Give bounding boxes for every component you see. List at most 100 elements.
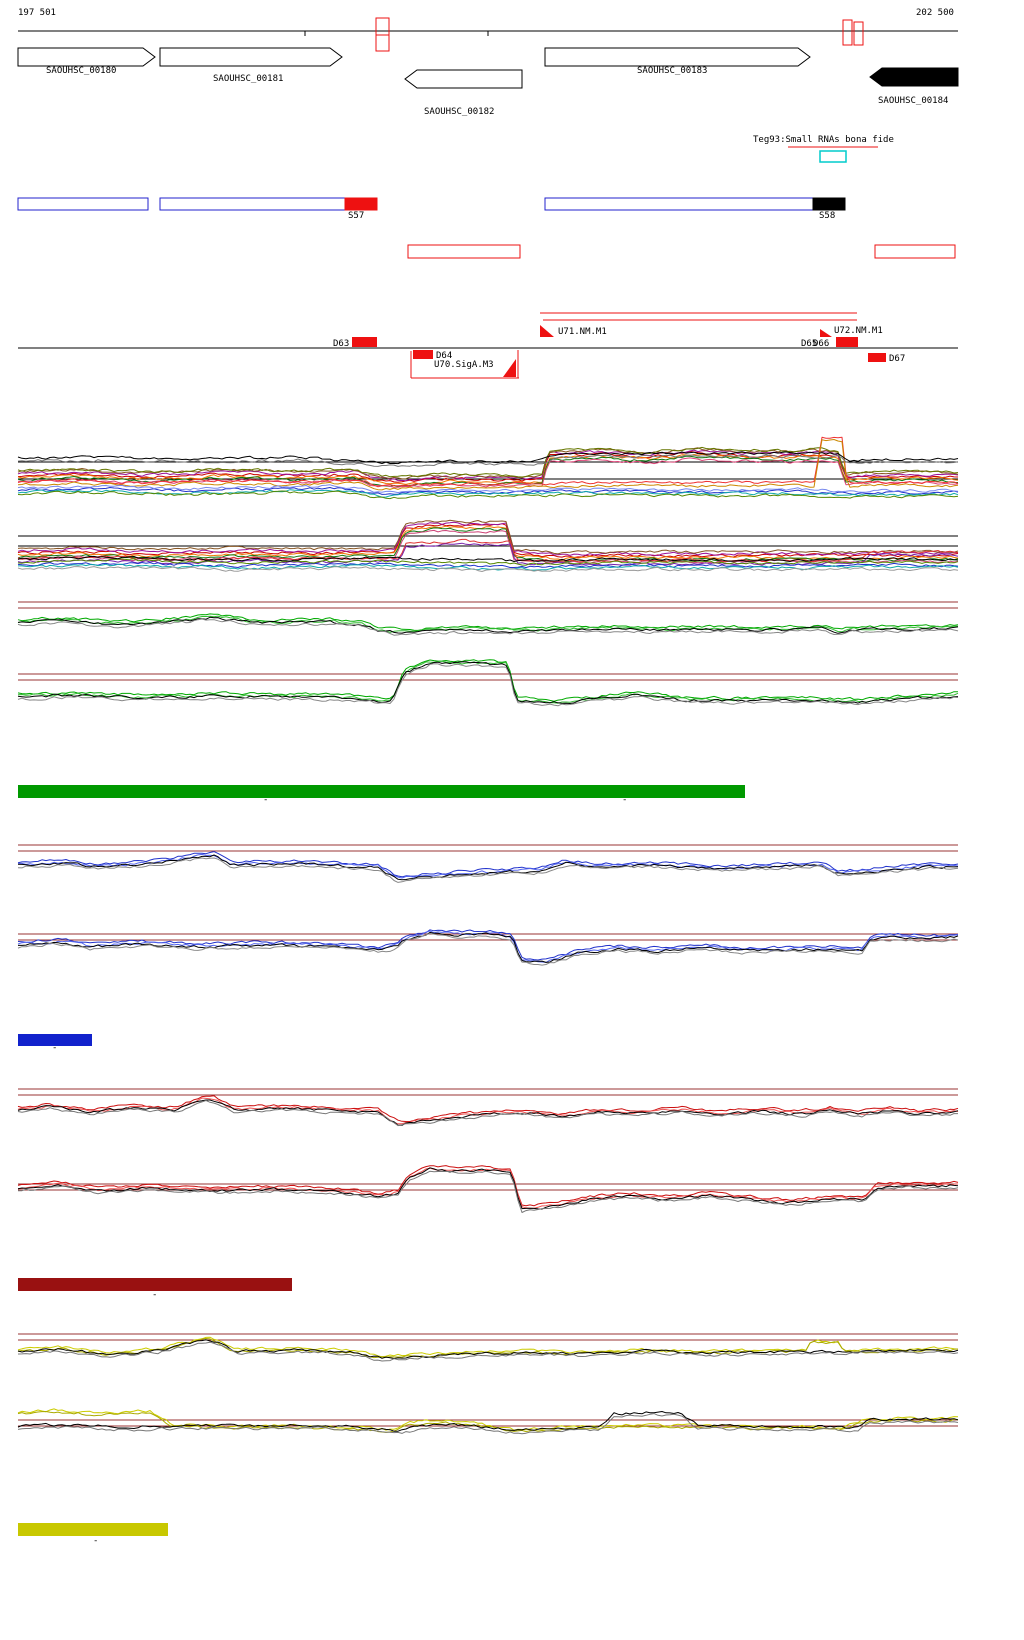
- coverage-line: [17, 1339, 959, 1359]
- predicted-feature-box[interactable]: [874, 244, 956, 259]
- bar-tick-2: -: [52, 1043, 58, 1053]
- coverage-line: [17, 454, 959, 467]
- tss-flag[interactable]: [503, 359, 516, 377]
- track-panel-yellow-reverse: [17, 1408, 959, 1435]
- coverage-line: [17, 1336, 959, 1358]
- track-panel-all-reverse: [17, 519, 959, 572]
- coverage-line: [17, 854, 959, 881]
- teg93-srna-box[interactable]: [819, 150, 847, 163]
- track-panel-blue-reverse: [17, 929, 959, 966]
- gene-arrow-4[interactable]: [869, 67, 959, 87]
- track-panel-red-forward: [17, 1088, 959, 1127]
- ruler-feature-box[interactable]: [375, 17, 390, 36]
- ruler-feature-box[interactable]: [853, 21, 864, 46]
- coverage-line: [17, 1341, 959, 1362]
- teg93-label: Teg93:Small RNAs bona fide: [753, 135, 894, 145]
- annotation-label-3: D65: [801, 339, 818, 349]
- bar-tick-0: -: [263, 795, 269, 805]
- s58-box[interactable]: [812, 197, 846, 211]
- coverage-line: [17, 1165, 959, 1207]
- tss-flag[interactable]: [820, 329, 832, 337]
- coverage-line: [17, 457, 959, 488]
- coverage-line: [17, 1411, 959, 1432]
- ruler-end-label: 202 500: [916, 8, 954, 18]
- track-panel-green-forward: [17, 601, 959, 636]
- condition-bar-darkred[interactable]: [18, 1278, 292, 1291]
- ruler-feature-box[interactable]: [375, 34, 390, 52]
- track-panel-all-forward: [17, 436, 959, 500]
- coverage-line: [17, 1413, 959, 1435]
- coverage-line: [17, 857, 959, 883]
- condition-bar-yellow[interactable]: [18, 1523, 168, 1536]
- coverage-line: [17, 663, 959, 707]
- coverage-line: [17, 1099, 959, 1126]
- ruler-feature-box[interactable]: [842, 19, 853, 46]
- gene-arrow-0[interactable]: [17, 47, 156, 67]
- bar-tick-4: -: [93, 1536, 99, 1546]
- coverage-line: [17, 558, 959, 566]
- coverage-line: [17, 450, 959, 483]
- annotation-label-5: D64: [436, 351, 453, 361]
- coverage-line: [17, 933, 959, 966]
- coverage-line: [17, 930, 959, 963]
- srna-s58-label: S58: [819, 211, 836, 221]
- coverage-line: [17, 1167, 959, 1210]
- gene-arrow-3[interactable]: [544, 47, 811, 67]
- s57-box[interactable]: [344, 197, 378, 211]
- coverage-line: [17, 613, 959, 631]
- annotation-label-4: D66: [813, 339, 830, 349]
- operon-box-1[interactable]: [17, 197, 149, 211]
- coverage-line: [18, 1170, 959, 1213]
- coverage-line: [17, 489, 959, 498]
- condition-bar-blue[interactable]: [18, 1034, 92, 1046]
- track-panel-yellow-forward: [17, 1333, 959, 1362]
- gene-label-1: SAOUHSC_00181: [213, 74, 284, 84]
- coverage-line: [17, 527, 959, 563]
- uhpt-box[interactable]: [544, 197, 814, 211]
- gene-label-2: SAOUHSC_00182: [424, 107, 495, 117]
- gene-arrow-1[interactable]: [159, 47, 343, 67]
- tss-box[interactable]: [868, 353, 886, 362]
- tss-flag[interactable]: [540, 325, 554, 337]
- coverage-line: [17, 484, 959, 494]
- gene-label-4: SAOUHSC_00184: [878, 96, 949, 106]
- coverage-line: [17, 616, 959, 634]
- annotation-label-2: U72.NM.M1: [834, 326, 883, 336]
- coverage-line: [17, 451, 959, 465]
- gene-label-0: SAOUHSC_00180: [46, 66, 117, 76]
- annotation-label-7: D67: [889, 354, 906, 364]
- tss-box[interactable]: [413, 350, 433, 359]
- ruler-start-label: 197 501: [18, 8, 56, 18]
- coverage-line: [17, 490, 959, 500]
- bar-tick-1: -: [622, 795, 628, 805]
- tss-box[interactable]: [352, 337, 377, 347]
- annotation-label-6: U70.SigA.M3: [434, 360, 494, 370]
- gene-arrow-2[interactable]: [404, 69, 523, 89]
- track-panel-blue-forward: [17, 844, 959, 883]
- coverage-line: [17, 1338, 959, 1359]
- annotation-label-1: U71.NM.M1: [558, 327, 607, 337]
- condition-bar-green[interactable]: [18, 785, 745, 798]
- coverage-line: [17, 1167, 959, 1209]
- coverage-line: [17, 436, 959, 488]
- coverage-line: [17, 439, 959, 491]
- coverage-line: [17, 1100, 958, 1127]
- coverage-line: [17, 566, 959, 572]
- track-panel-red-reverse: [17, 1165, 959, 1213]
- features-layer: [17, 17, 959, 379]
- predicted-feature-box[interactable]: [407, 244, 521, 259]
- srna-s57-label: S57: [348, 211, 365, 221]
- coverage-line: [17, 555, 959, 562]
- tss-box[interactable]: [836, 337, 858, 347]
- gene-label-3: SAOUHSC_00183: [637, 66, 708, 76]
- coverage-line: [17, 519, 959, 555]
- track-panel-green-reverse: [17, 659, 959, 707]
- coverage-line: [17, 1097, 959, 1125]
- coverage-line: [17, 659, 958, 702]
- coverage-line: [17, 618, 959, 636]
- coverage-line: [17, 1095, 959, 1122]
- operon-box-2[interactable]: [159, 197, 346, 211]
- coverage-line: [17, 521, 959, 556]
- coverage-line: [17, 525, 959, 561]
